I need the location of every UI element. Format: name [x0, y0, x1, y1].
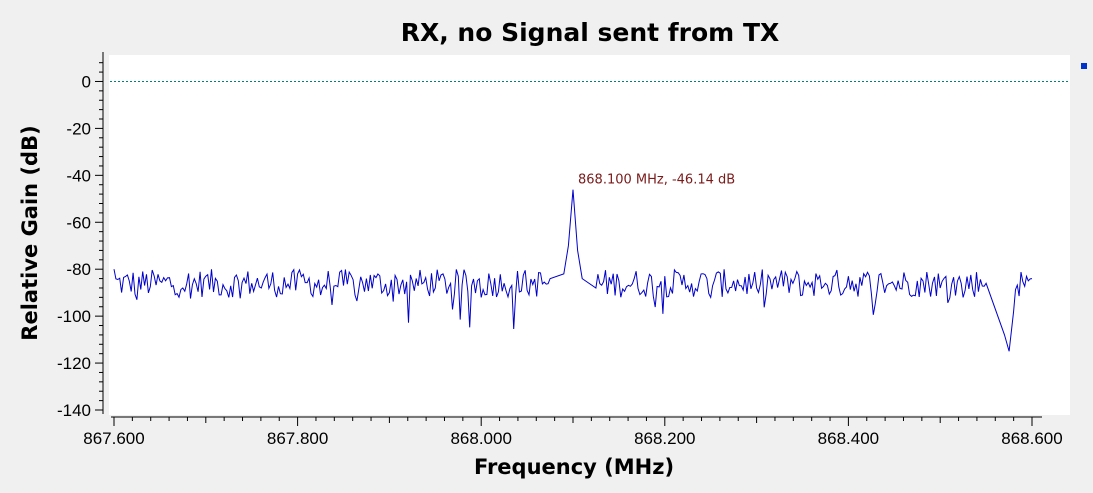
x-tick-label: 868.600 [1001, 429, 1062, 448]
x-tick-label: 868.000 [450, 429, 511, 448]
x-tick-label: 868.200 [634, 429, 695, 448]
y-tick-label: 0 [82, 72, 91, 91]
legend-marker [1081, 63, 1087, 69]
plot-area [109, 55, 1070, 415]
x-tick-label: 867.800 [267, 429, 328, 448]
y-axis-label: Relative Gain (dB) [18, 125, 42, 340]
y-axis: 0 -20 -40 -60 -80 -100 -120 -140 [57, 52, 104, 420]
x-tick-label: 868.400 [818, 429, 879, 448]
y-tick-label: -80 [66, 260, 91, 279]
y-tick-label: -100 [57, 307, 91, 326]
peak-marker-label: 868.100 MHz, -46.14 dB [578, 173, 735, 188]
x-axis: 867.600 867.800 868.000 868.200 868.400 868.6… [83, 416, 1063, 448]
x-axis-label: Frequency (MHz) [474, 455, 674, 479]
y-tick-label: -60 [66, 213, 91, 232]
y-tick-label: -20 [66, 119, 91, 138]
y-tick-label: -140 [57, 401, 91, 420]
spectrum-trace [113, 189, 1033, 352]
chart-title: RX, no Signal sent from TX [401, 18, 780, 47]
y-tick-label: -120 [57, 354, 91, 373]
x-tick-label: 867.600 [83, 429, 144, 448]
y-tick-label: -40 [66, 166, 91, 185]
